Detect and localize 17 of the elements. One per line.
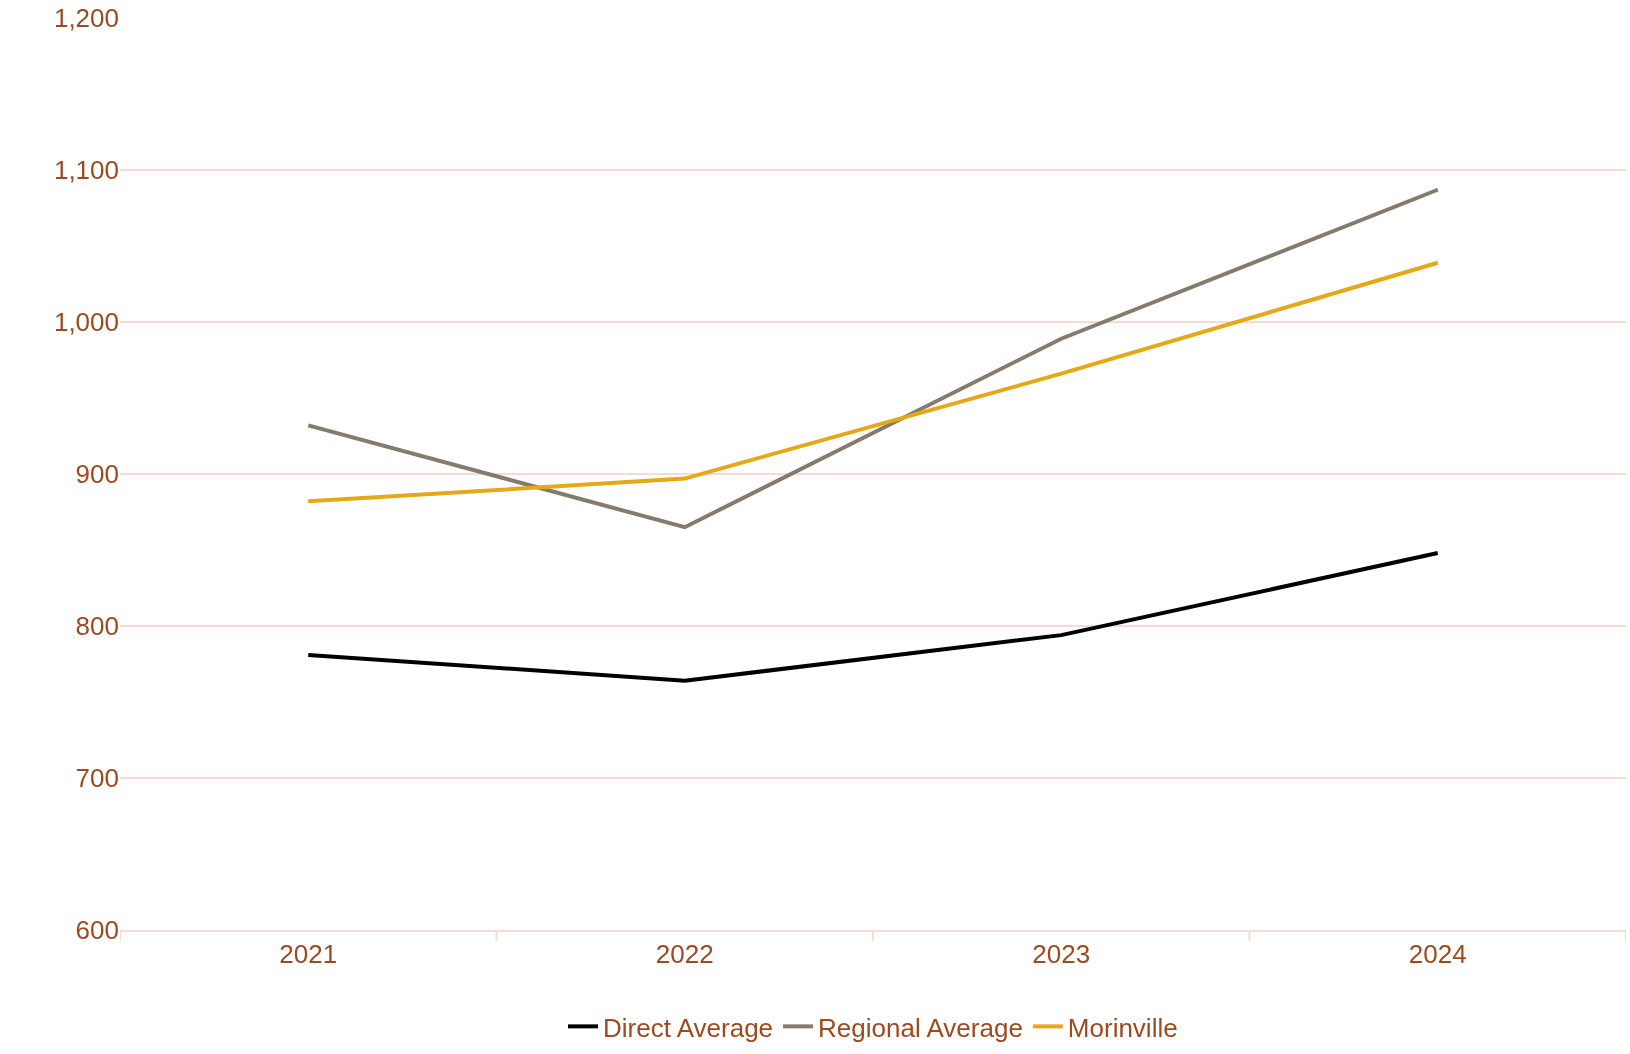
y-tick-label: 1,200 (53, 3, 119, 34)
y-tick-label: 700 (75, 763, 119, 794)
y-tick-label: 600 (75, 915, 119, 946)
legend-label: Direct Average (603, 1012, 774, 1043)
x-tick-label: 2024 (1408, 939, 1467, 970)
line-series (306, 551, 1440, 683)
y-tick-label: 1,000 (53, 307, 119, 338)
line-series (306, 260, 1440, 504)
y-tick-label: 800 (75, 611, 119, 642)
x-tick-label: 2023 (1032, 939, 1091, 970)
legend-label: Morinville (1067, 1012, 1178, 1043)
legend-label: Regional Average (818, 1012, 1023, 1043)
y-tick-label: 900 (75, 459, 119, 490)
line-series (306, 187, 1440, 530)
y-tick-label: 1,100 (53, 155, 119, 186)
x-tick-label: 2021 (279, 939, 338, 970)
x-tick-label: 2022 (655, 939, 714, 970)
